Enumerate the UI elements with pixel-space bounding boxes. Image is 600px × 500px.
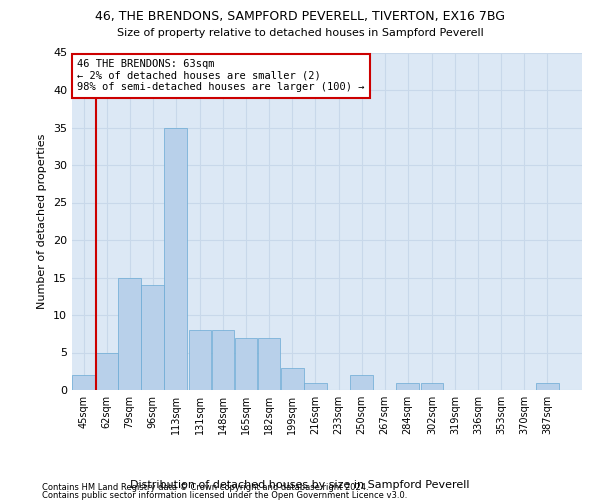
Bar [212, 330, 235, 390]
Bar [350, 375, 373, 390]
Bar [95, 352, 118, 390]
Bar [421, 382, 443, 390]
Bar [141, 285, 164, 390]
Bar [164, 128, 187, 390]
Bar [281, 368, 304, 390]
Bar [72, 375, 95, 390]
Bar [304, 382, 326, 390]
Bar [536, 382, 559, 390]
Text: Contains HM Land Registry data © Crown copyright and database right 2024.: Contains HM Land Registry data © Crown c… [42, 484, 368, 492]
Bar [118, 278, 141, 390]
Text: Size of property relative to detached houses in Sampford Peverell: Size of property relative to detached ho… [116, 28, 484, 38]
Text: Distribution of detached houses by size in Sampford Peverell: Distribution of detached houses by size … [130, 480, 470, 490]
Bar [188, 330, 211, 390]
Text: 46, THE BRENDONS, SAMPFORD PEVERELL, TIVERTON, EX16 7BG: 46, THE BRENDONS, SAMPFORD PEVERELL, TIV… [95, 10, 505, 23]
Text: Contains public sector information licensed under the Open Government Licence v3: Contains public sector information licen… [42, 491, 407, 500]
Bar [235, 338, 257, 390]
Bar [258, 338, 280, 390]
Text: 46 THE BRENDONS: 63sqm
← 2% of detached houses are smaller (2)
98% of semi-detac: 46 THE BRENDONS: 63sqm ← 2% of detached … [77, 59, 365, 92]
Bar [396, 382, 419, 390]
Y-axis label: Number of detached properties: Number of detached properties [37, 134, 47, 309]
